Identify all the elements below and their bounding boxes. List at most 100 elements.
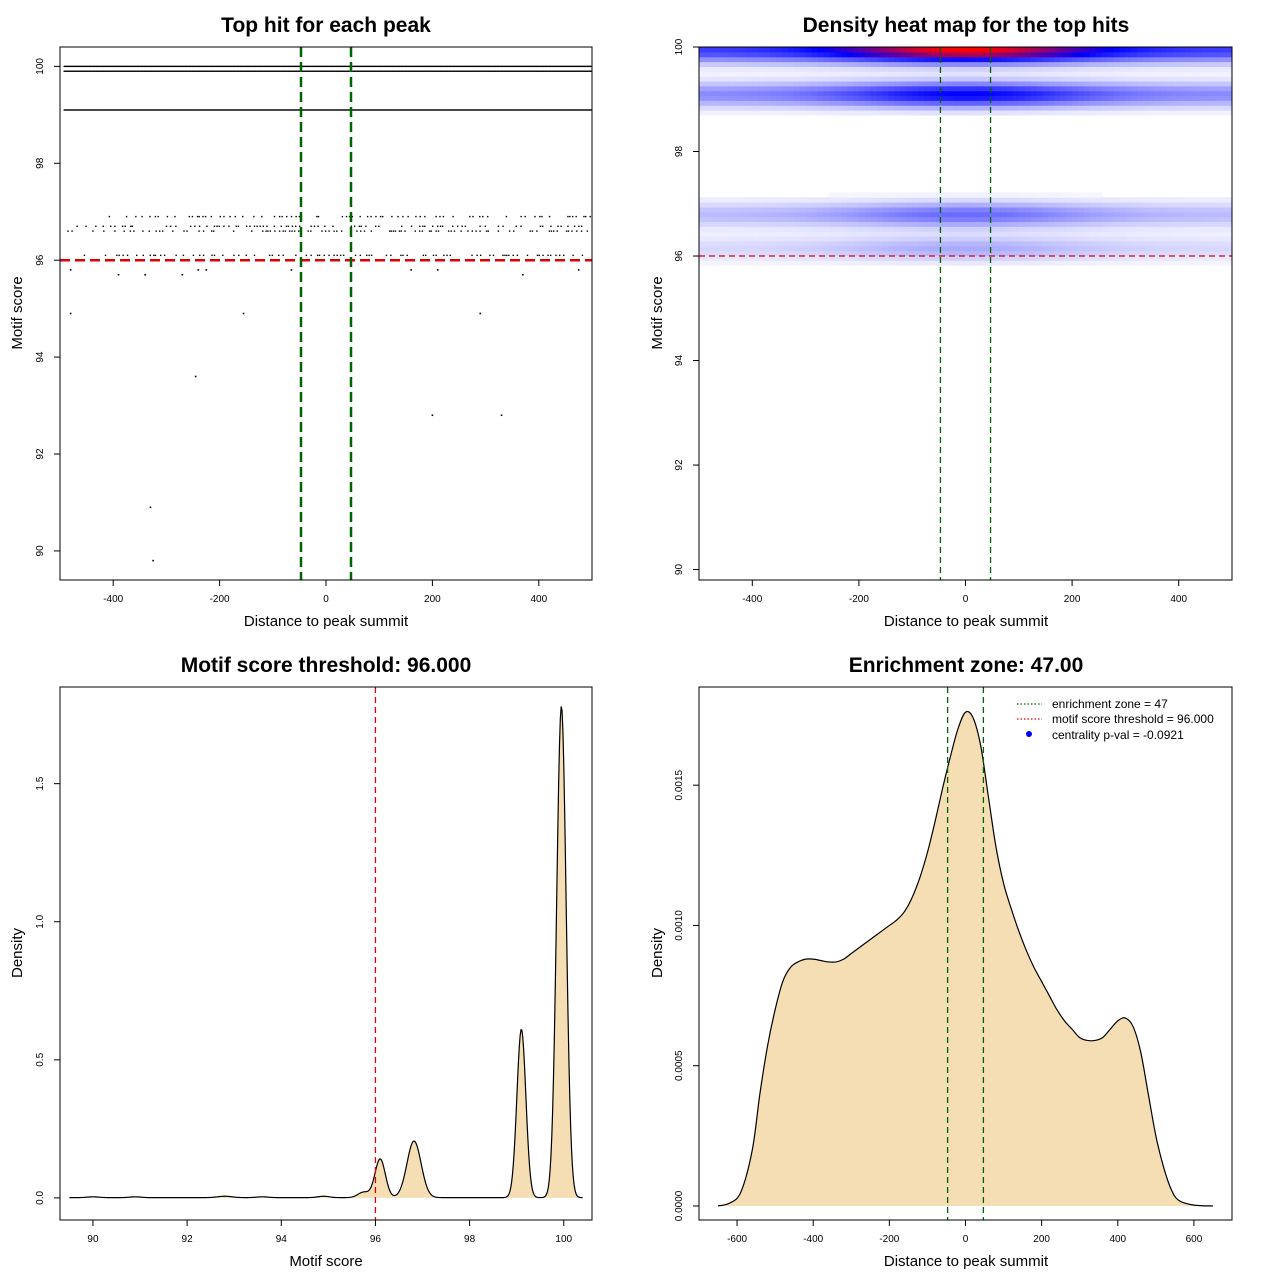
data-point	[284, 109, 287, 111]
heat-cell	[811, 105, 819, 111]
heat-cell	[793, 226, 801, 232]
heat-cell	[894, 71, 901, 77]
heat-cell	[1143, 100, 1150, 106]
data-point	[220, 65, 222, 68]
data-point	[222, 109, 225, 111]
data-point	[488, 65, 490, 68]
heat-cell	[1155, 80, 1162, 87]
data-point	[174, 109, 177, 111]
heat-cell	[728, 255, 736, 261]
heat-cell	[989, 231, 996, 237]
heat-cell	[1119, 250, 1126, 256]
data-point	[400, 254, 402, 257]
data-point	[541, 65, 543, 68]
heat-cell	[918, 197, 925, 203]
heat-cell	[870, 231, 878, 237]
heat-cell	[953, 226, 961, 232]
data-point	[284, 65, 287, 68]
data-point	[146, 65, 149, 68]
data-point	[91, 65, 94, 68]
heat-cell	[929, 90, 937, 97]
heat-cell	[864, 250, 872, 256]
heat-cell	[995, 221, 1002, 227]
heat-cell	[1160, 47, 1168, 53]
heat-cell	[1113, 95, 1121, 101]
heat-cell	[918, 235, 925, 242]
heat-cell	[1190, 71, 1198, 77]
heat-cell	[704, 206, 712, 213]
data-point	[229, 65, 232, 68]
data-point	[245, 225, 248, 227]
heat-cell	[1012, 105, 1020, 111]
heat-cell	[699, 56, 706, 63]
data-point	[290, 65, 293, 68]
heat-cell	[728, 76, 736, 82]
data-point	[347, 109, 350, 111]
heat-cell	[929, 202, 937, 208]
heat-cell	[716, 105, 724, 111]
heat-cell	[947, 90, 955, 97]
data-point	[434, 70, 436, 72]
data-point	[126, 109, 129, 111]
data-point	[453, 109, 455, 111]
heat-cell	[1214, 211, 1221, 218]
heat-cell	[793, 105, 801, 111]
heat-cell	[965, 80, 973, 87]
data-point	[586, 109, 589, 111]
data-point	[65, 65, 68, 68]
heat-cell	[1166, 71, 1174, 77]
heat-cell	[764, 80, 771, 87]
heat-cell	[1131, 206, 1138, 213]
heat-cell	[1083, 245, 1091, 252]
heat-cell	[1048, 61, 1055, 67]
heat-cell	[1012, 235, 1020, 242]
data-point	[130, 70, 132, 72]
heat-cell	[1072, 109, 1079, 116]
heat-cell	[995, 231, 1002, 237]
heat-cell	[775, 85, 783, 92]
heat-cell	[1042, 221, 1050, 227]
data-point	[517, 109, 520, 111]
data-point	[216, 225, 218, 227]
heat-cell	[740, 100, 747, 106]
heat-cell	[758, 221, 765, 227]
data-point	[262, 230, 264, 232]
x-tick-label: 200	[1064, 594, 1081, 605]
data-point	[354, 65, 357, 68]
heat-cell	[1036, 211, 1044, 218]
heat-cell	[947, 109, 955, 116]
data-point	[449, 70, 452, 72]
data-point	[508, 230, 511, 232]
heat-cell	[775, 51, 783, 58]
heat-cell	[835, 260, 842, 266]
heat-cell	[1172, 206, 1180, 213]
data-point	[402, 254, 404, 257]
heat-cell	[1184, 231, 1192, 237]
heat-cell	[841, 90, 848, 97]
heat-cell	[1119, 76, 1126, 82]
heat-cell	[699, 206, 706, 213]
heat-cell	[740, 202, 747, 208]
heat-cell	[1001, 260, 1008, 266]
data-point	[311, 109, 314, 111]
heat-cell	[1018, 61, 1026, 67]
heat-cell	[799, 95, 807, 101]
heat-cell	[1030, 235, 1038, 242]
heat-cell	[758, 197, 765, 203]
heat-cell	[811, 61, 819, 67]
heat-cell	[764, 240, 771, 247]
data-point	[178, 109, 180, 111]
data-point	[208, 70, 211, 72]
heat-cell	[1208, 231, 1215, 237]
heat-cell	[817, 250, 824, 256]
heat-cell	[1196, 61, 1203, 67]
heat-cell	[870, 90, 878, 97]
data-point	[376, 109, 378, 111]
data-point	[360, 65, 363, 68]
data-point	[560, 70, 563, 72]
heat-cell	[734, 211, 742, 218]
heat-cell	[947, 245, 955, 252]
heat-cell	[734, 245, 742, 252]
heat-cell	[1160, 255, 1168, 261]
heat-cell	[900, 109, 907, 116]
